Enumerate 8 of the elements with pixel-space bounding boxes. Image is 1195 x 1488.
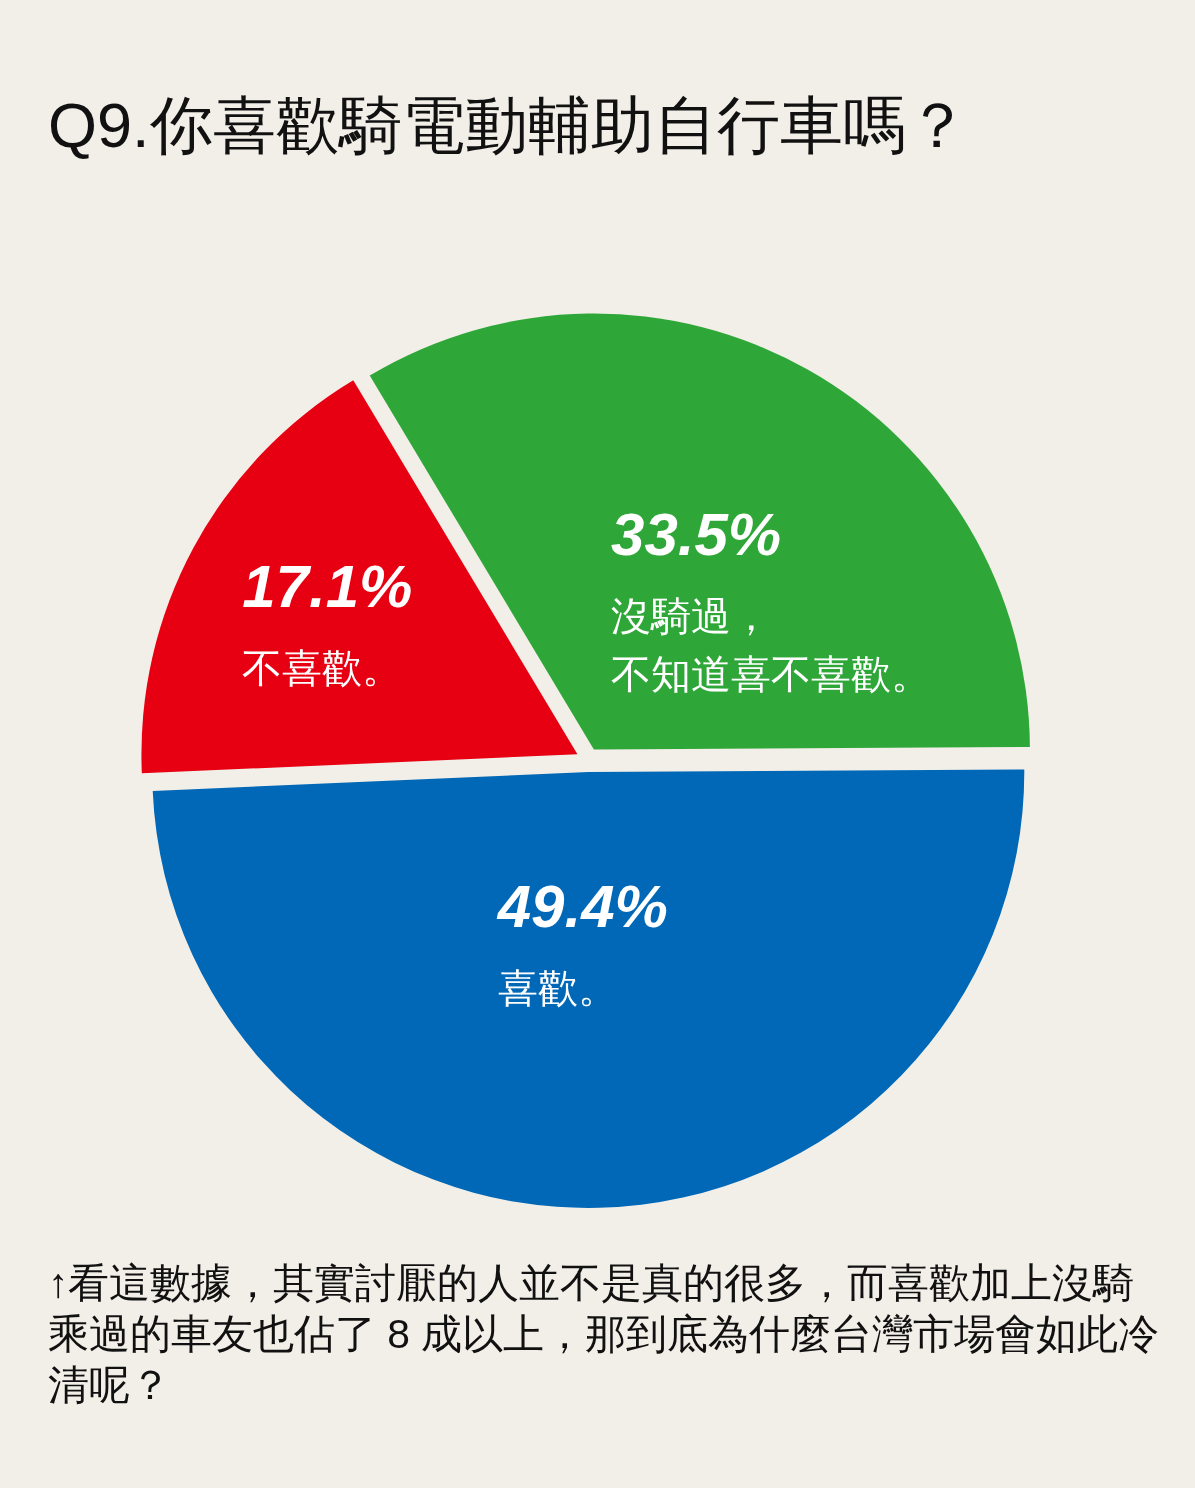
slice-label: 沒騎過，不知道喜不喜歡。 bbox=[611, 593, 932, 696]
chart-title: Q9.你喜歡騎電動輔助自行車嗎？ bbox=[48, 90, 969, 160]
data-label: 33.5% bbox=[611, 500, 782, 568]
slice-label: 不喜歡。 bbox=[242, 645, 403, 690]
text: ↑看這數據，其實討厭的人並不是真的很多，而喜歡加上沒騎乘過的車友也佔了 8 成以上，那到底為什麼台灣市場會如此冷清呢？ bbox=[48, 1259, 1161, 1410]
slice-label: 喜歡。 bbox=[497, 966, 618, 1011]
data-label: 49.4% bbox=[496, 873, 668, 941]
data-label: 17.1% bbox=[242, 552, 413, 620]
